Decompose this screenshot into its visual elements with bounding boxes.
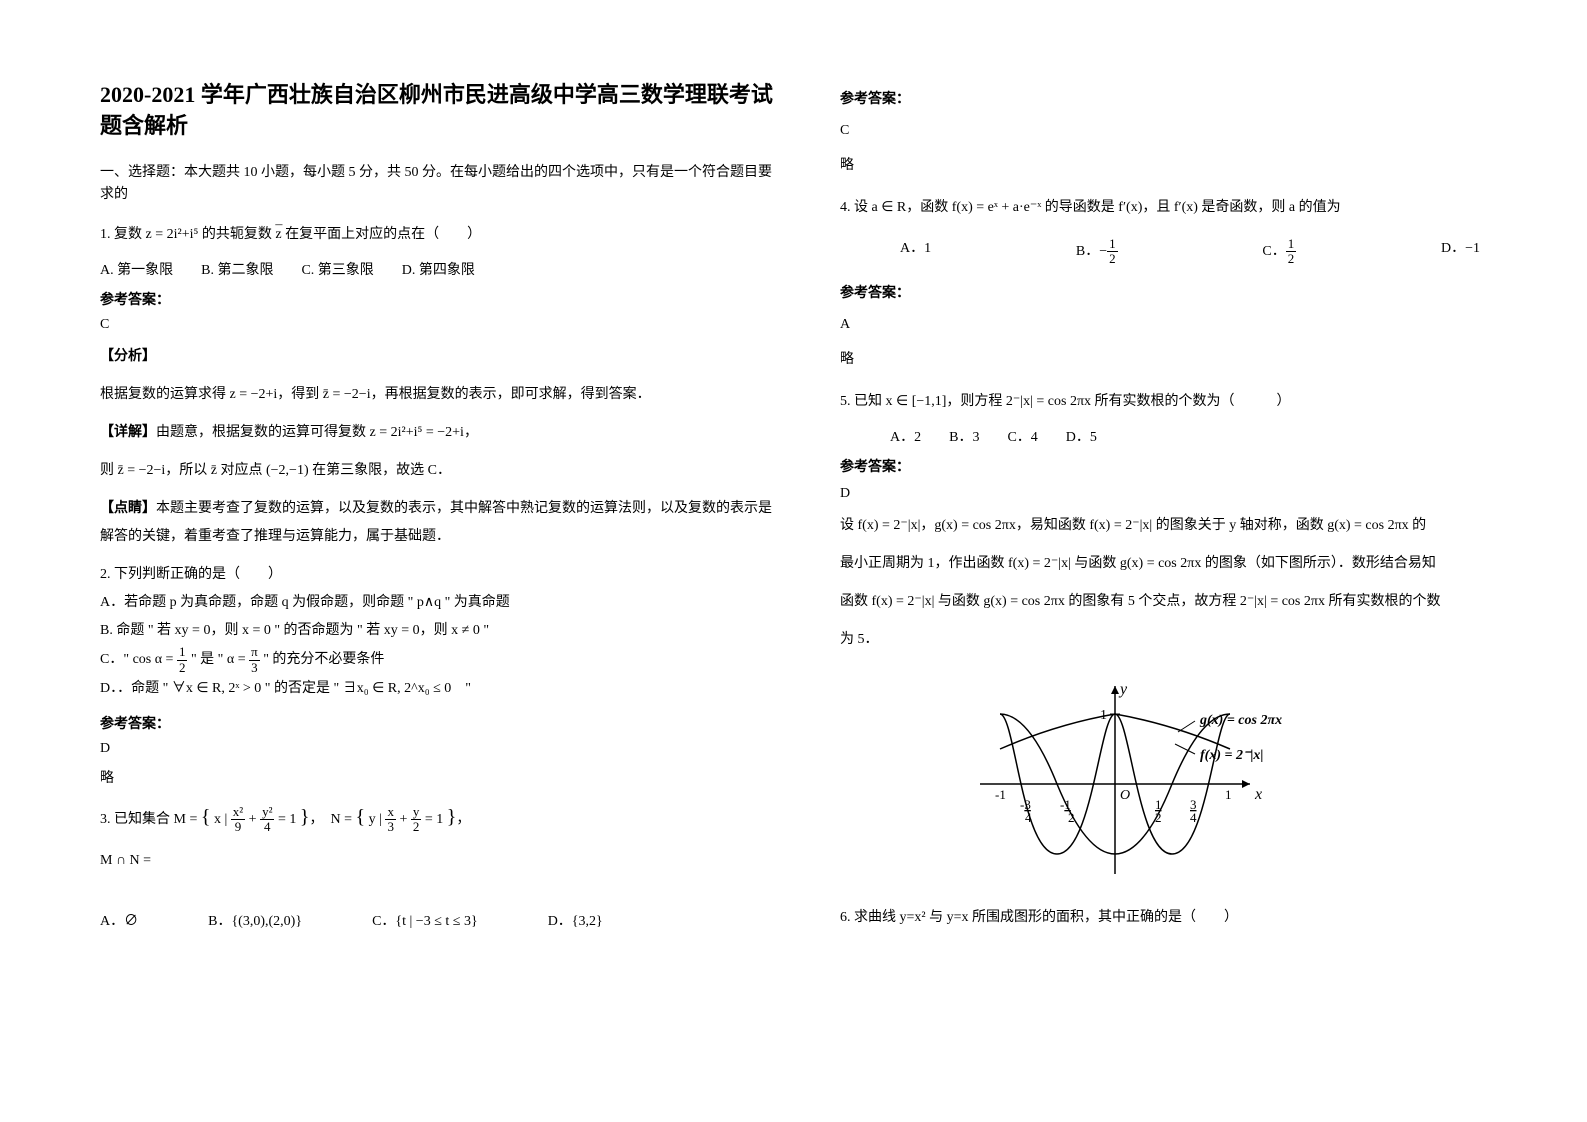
q2-optD: D．．命题 " ∀x ∈ R, 2ˣ > 0 " 的否定是 " ∃x₀ ∈ R,… [100,675,780,703]
q1-analysis-2: 【详解】由题意，根据复数的运算可得复数 z = 2i²+i⁵ = −2+i， [100,419,780,447]
q4-optA: A．1 [900,237,931,267]
svg-text:-1: -1 [995,787,1006,802]
q2-stem: 2. 下列判断正确的是（ ） [100,561,780,589]
q4-optD: D．−1 [1441,237,1480,267]
q3-options: A．∅ B．{(3,0),(2,0)} C．{t | −3 ≤ t ≤ 3} D… [100,910,780,930]
q3-brief: 略 [840,154,1520,174]
question-6: 6. 求曲线 y=x² 与 y=x 所围成图形的面积，其中正确的是（ ） [840,904,1520,932]
section-1-head: 一、选择题：本大题共 10 小题，每小题 5 分，共 50 分。在每小题给出的四… [100,162,780,207]
chart-label-O: O [1120,788,1130,803]
q1-a4-label: 【点睛】 [100,501,156,516]
q4-brief: 略 [840,348,1520,368]
q2-optA: A．若命题 p 为真命题，命题 q 为假命题，则命题 " p∧q " 为真命题 [100,589,780,617]
q2-optC-post: " 的充分不必要条件 [260,652,385,667]
chart-label-y: y [1118,681,1128,698]
question-2: 2. 下列判断正确的是（ ） A．若命题 p 为真命题，命题 q 为假命题，则命… [100,561,780,703]
q5-exp4: 为 5． [840,626,1520,654]
q3-line2: M ∩ N = [100,847,780,875]
q3-optC: C．{t | −3 ≤ t ≤ 3} [372,910,478,930]
left-column: 2020-2021 学年广西壮族自治区柳州市民进高级中学高三数学理联考试题含解析… [100,80,780,942]
q3-ans: C [840,123,1520,139]
q2-optB: B. 命题 " 若 xy = 0，则 x = 0 " 的否命题为 " 若 xy … [100,617,780,645]
q5-exp1: 设 f(x) = 2⁻|x|，g(x) = cos 2πx，易知函数 f(x) … [840,512,1520,540]
doc-title: 2020-2021 学年广西壮族自治区柳州市民进高级中学高三数学理联考试题含解析 [100,80,780,142]
q2-ans-label: 参考答案： [100,713,780,733]
chart-label-g: g(x) = cos 2πx [1199,713,1282,728]
q4-ans: A [840,317,1520,333]
q1-a2-text: 由题意，根据复数的运算可得复数 z = 2i²+i⁵ = −2+i， [156,425,478,440]
q1-stem-post: 在复平面上对应的点在（ ） [282,227,482,242]
q5-chart: 1 y x O -1 -3 4 -1 2 1 2 3 4 1 g(x) = co… [960,674,1340,884]
q3-stem-mid: ， N = [310,812,356,827]
chart-label-x: x [1254,786,1262,803]
q4-optB: B．−12 [1076,237,1118,267]
q2-optC: C．" cos α = 12 " 是 " α = π3 " 的充分不必要条件 [100,645,780,675]
q1-analysis-1: 【分析】 [100,343,780,371]
svg-text:4: 4 [1190,810,1197,825]
q2-brief: 略 [100,767,780,787]
q3-ans-label: 参考答案： [840,88,1520,108]
q1-stem-pre: 1. 复数 z = 2i²+i⁵ 的共轭复数 [100,227,275,242]
q1-analysis-4: 【点睛】本题主要考查了复数的运算，以及复数的表示，其中解答中熟记复数的运算法则，… [100,495,780,551]
q4-optC-pre: C． [1262,244,1285,259]
q1-a3-text: 则 z̄ = −2−i，所以 z̄ 对应点 (−2,−1) 在第三象限，故选 C… [100,457,780,485]
right-column: 参考答案： C 略 4. 设 a ∈ R，函数 f(x) = eˣ + a·e⁻… [840,80,1520,942]
q5-options: A．2 B．3 C．4 D．5 [890,426,1520,446]
question-1: 1. 复数 z = 2i²+i⁵ 的共轭复数 z¯ 在复平面上对应的点在（ ） [100,221,780,249]
q5-ans-label: 参考答案： [840,456,1520,476]
q4-options: A．1 B．−12 C．12 D．−1 [900,237,1480,267]
q3-stem-pre: 3. 已知集合 M = [100,812,201,827]
q2-optC-pre: C．" [100,652,133,667]
q1-a2-label: 【详解】 [100,425,156,440]
q4-optB-pre: B． [1076,244,1099,259]
q1-a4-text: 本题主要考查了复数的运算，以及复数的表示，其中解答中熟记复数的运算法则，以及复数… [100,501,772,544]
chart-label-f: f(x) = 2⁻|x| [1200,748,1264,763]
q1-a1-text: 根据复数的运算求得 z = −2+i，得到 z̄ = −2−i，再根据复数的表示… [100,381,780,409]
q2-ans: D [100,741,780,757]
q4-ans-label: 参考答案： [840,282,1520,302]
question-3: 3. 已知集合 M = { x | x²9 + y²4 = 1 }， N = {… [100,797,780,837]
q1-options: A. 第一象限 B. 第二象限 C. 第三象限 D. 第四象限 [100,259,780,279]
q4-optC: C．12 [1262,237,1296,267]
q3-optA: A．∅ [100,910,138,930]
q1-a1-label: 【分析】 [100,349,156,364]
q1-ans: C [100,317,780,333]
svg-text:1: 1 [1225,787,1232,802]
q5-ans: D [840,486,1520,502]
question-5: 5. 已知 x ∈ [−1,1]，则方程 2⁻|x| = cos 2πx 所有实… [840,388,1520,416]
q2-optC-mid: " 是 " [187,652,226,667]
q3-optB: B．{(3,0),(2,0)} [208,910,302,930]
q1-ans-label: 参考答案： [100,289,780,309]
q5-exp3: 函数 f(x) = 2⁻|x| 与函数 g(x) = cos 2πx 的图象有 … [840,588,1520,616]
q3-stem-post: ， [456,812,470,827]
q5-exp2: 最小正周期为 1，作出函数 f(x) = 2⁻|x| 与函数 g(x) = co… [840,550,1520,578]
q3-optD: D．{3,2} [548,910,603,930]
question-4: 4. 设 a ∈ R，函数 f(x) = eˣ + a·e⁻ˣ 的导函数是 f′… [840,194,1520,222]
